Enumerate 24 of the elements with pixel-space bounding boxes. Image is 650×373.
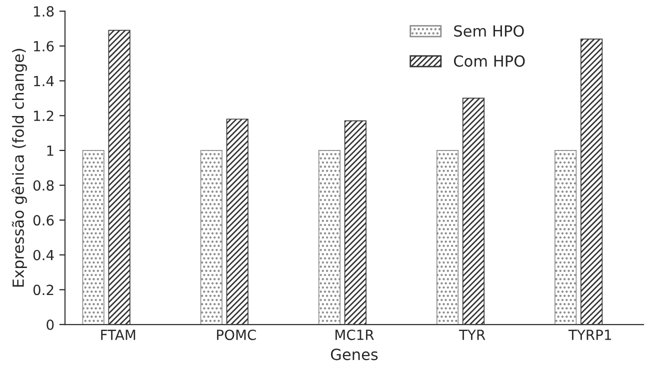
y-tick-label: 1.4 bbox=[34, 76, 54, 86]
x-tick-label: TYRP1 bbox=[568, 330, 612, 340]
legend-label: Sem HPO bbox=[454, 25, 524, 37]
y-tick-label: 0.4 bbox=[33, 250, 54, 260]
x-tick-label: FTAM bbox=[101, 330, 136, 340]
y-tick-label: 1.2 bbox=[34, 110, 54, 121]
y-tick-label: 1.6 bbox=[34, 40, 54, 52]
bar bbox=[436, 150, 459, 325]
bar bbox=[318, 150, 341, 325]
bar bbox=[554, 150, 577, 325]
legend-label: Com HPO bbox=[454, 55, 525, 67]
bar bbox=[82, 150, 104, 325]
y-tick-label: 0.6 bbox=[33, 215, 54, 226]
x-tick-label: TYR bbox=[458, 330, 486, 340]
y-tick-label: 0.2 bbox=[33, 284, 54, 296]
y-tick-label: 1.8 bbox=[34, 6, 54, 17]
y-tick-label: 1 bbox=[47, 146, 54, 156]
x-axis-title: Genes bbox=[330, 348, 378, 360]
y-tick-label: 0.8 bbox=[33, 180, 54, 191]
x-tick-label: MC1R bbox=[336, 330, 374, 340]
bar bbox=[200, 150, 222, 325]
y-axis-title: Expressão gênica (fold change) bbox=[12, 48, 27, 287]
y-tick-label: 0 bbox=[46, 319, 54, 330]
x-tick-label: POMC bbox=[217, 330, 256, 340]
